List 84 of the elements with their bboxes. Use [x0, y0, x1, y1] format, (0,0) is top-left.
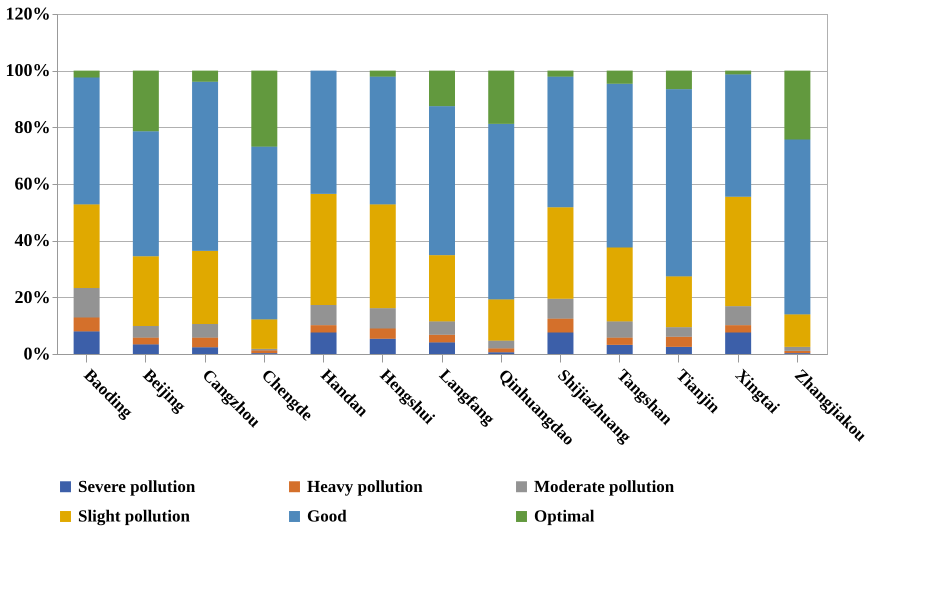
bar — [74, 317, 100, 332]
bar — [606, 338, 633, 345]
bar — [132, 338, 159, 344]
bar — [192, 324, 218, 338]
bar — [370, 338, 396, 354]
bar — [310, 325, 337, 332]
bar — [547, 207, 574, 299]
bar — [132, 344, 159, 354]
bar — [547, 298, 574, 319]
bar — [370, 308, 396, 328]
bar — [784, 140, 810, 314]
y-tick-label: 40% — [14, 230, 50, 250]
bar — [488, 299, 514, 341]
bar — [666, 276, 692, 328]
bar — [429, 321, 455, 335]
bar — [310, 332, 337, 354]
y-tick-label: 80% — [14, 116, 50, 137]
y-tick-label: 20% — [14, 286, 50, 307]
bar — [666, 327, 692, 337]
legend-label: Heavy pollution — [307, 476, 424, 496]
legend-label: Slight pollution — [78, 506, 191, 526]
bar — [547, 70, 574, 77]
y-tick-label: 120% — [6, 4, 50, 24]
bar — [429, 255, 455, 322]
bar — [784, 346, 810, 351]
bar — [725, 70, 752, 74]
bar — [606, 70, 633, 84]
bar — [74, 77, 100, 204]
bar — [725, 74, 752, 197]
bar — [725, 306, 752, 326]
legend-label: Moderate pollution — [534, 476, 675, 496]
bar — [132, 131, 159, 256]
bar — [488, 124, 514, 300]
bar — [192, 338, 218, 348]
bar — [429, 334, 455, 342]
y-tick-label: 100% — [6, 60, 50, 80]
bar — [784, 314, 810, 347]
bar — [370, 76, 396, 204]
legend-label: Severe pollution — [78, 476, 196, 496]
bar — [192, 70, 218, 82]
bar — [132, 70, 159, 132]
bar — [784, 70, 810, 140]
bar — [74, 204, 100, 288]
bar — [192, 82, 218, 251]
bar — [725, 325, 752, 332]
legend-label: Optimal — [534, 506, 595, 526]
bar — [547, 332, 574, 354]
bar — [606, 247, 633, 322]
bar — [429, 106, 455, 256]
bar — [666, 89, 692, 276]
bar — [547, 76, 574, 208]
bar — [606, 84, 633, 248]
bar — [310, 194, 337, 305]
bar — [74, 331, 100, 354]
bar — [606, 344, 633, 354]
bar — [488, 348, 514, 352]
bar — [547, 318, 574, 332]
bar — [192, 347, 218, 354]
bar — [488, 70, 514, 124]
bar — [310, 70, 337, 194]
bar — [251, 319, 278, 349]
legend-label: Good — [307, 506, 348, 526]
bar — [725, 332, 752, 354]
bar — [429, 342, 455, 354]
bar — [132, 256, 159, 326]
bar — [725, 196, 752, 306]
bar — [370, 204, 396, 308]
bar — [74, 70, 100, 78]
bar — [606, 321, 633, 338]
y-tick-label: 60% — [14, 174, 50, 194]
y-tick-label: 0% — [24, 344, 50, 364]
bar — [370, 70, 396, 77]
bar — [429, 70, 455, 106]
bar — [310, 304, 337, 326]
bar — [666, 70, 692, 90]
bar — [666, 346, 692, 354]
bar — [488, 340, 514, 348]
bar — [251, 70, 278, 147]
bar — [251, 146, 278, 320]
bar — [74, 288, 100, 318]
bar — [370, 328, 396, 339]
bar — [666, 336, 692, 347]
bar — [132, 326, 159, 338]
bar — [192, 250, 218, 324]
